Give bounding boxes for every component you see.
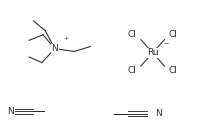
Text: Cl: Cl: [169, 30, 178, 39]
Text: +: +: [63, 36, 68, 41]
Text: N: N: [155, 110, 161, 118]
Text: Cl: Cl: [169, 66, 178, 75]
Text: Cl: Cl: [128, 30, 137, 39]
Text: Cl: Cl: [128, 66, 137, 75]
Text: N: N: [7, 107, 14, 116]
Text: N: N: [51, 44, 58, 53]
Text: Ru: Ru: [147, 48, 158, 57]
Text: −: −: [163, 40, 169, 45]
